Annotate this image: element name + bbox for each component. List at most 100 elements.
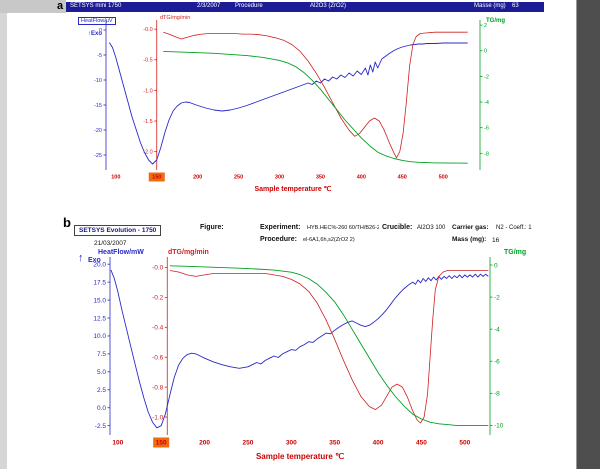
tg-tick-label: 0 xyxy=(484,49,487,55)
dtg-tick-label: -1.0 xyxy=(152,414,164,421)
experiment-value: HYB.HEC%-260 60/TH/B26-2%oliHyB1B26% xyxy=(307,225,379,231)
series-dtg-b xyxy=(169,270,489,424)
chart-a-exo-label: ↑Exo xyxy=(88,31,102,37)
x-tick-label: 500 xyxy=(439,175,448,181)
chart-a-heatflow-axis-label: HeatFlow/µV xyxy=(78,17,116,25)
carrier-gas-value: N2 - Coeff.: 1 xyxy=(496,225,532,231)
crucible-label: Crucible: xyxy=(382,224,413,231)
heatflow-tick-label: 0.0 xyxy=(97,405,106,412)
panel-a-label: a xyxy=(57,0,64,12)
x-tick-label: 200 xyxy=(199,440,210,447)
chart-a-plot: 0 -5 -10 -15 -20 -25 -0.0 -0.5 -1.0 -1.5 -2.0 2 0 -2 -… xyxy=(94,20,489,182)
exo-text: Exo xyxy=(91,31,103,37)
chart-a-procedure: Procedure xyxy=(235,3,263,9)
x-tick-label: 150 xyxy=(152,175,161,181)
dtg-tick-label: -0.6 xyxy=(152,354,164,361)
procedure-value: el-6A1,6h,s2(ZrO2 2) xyxy=(303,237,355,243)
chart-a-date: 2/3/2007 xyxy=(197,3,221,9)
x-tick-highlight xyxy=(148,172,165,182)
tg-tick-label: -2 xyxy=(494,294,500,301)
x-tick-label: 300 xyxy=(275,175,284,181)
series-dtg-a xyxy=(163,31,468,159)
heatflow-tick-label: -20 xyxy=(94,128,102,134)
figure-label: Figure: xyxy=(200,224,224,231)
heatflow-tick-label: 17.5 xyxy=(93,279,106,286)
chart-a-tg-axis-label: TG/mg xyxy=(486,18,505,24)
x-tick-label: 400 xyxy=(373,440,384,447)
heatflow-tick-label: -15 xyxy=(94,103,102,109)
x-tick-label: 250 xyxy=(243,440,254,447)
x-tick-label: 200 xyxy=(193,175,202,181)
x-tick-label: 400 xyxy=(357,175,366,181)
heatflow-tick-label: -2.5 xyxy=(95,423,107,430)
heatflow-tick-label: -10 xyxy=(94,78,102,84)
procedure-label: Procedure: xyxy=(260,236,297,243)
x-tick-label: 100 xyxy=(112,440,123,447)
chart-a-x-axis-title: Sample temperature ℃ xyxy=(254,186,332,193)
x-tick-label: 350 xyxy=(329,440,340,447)
thermal-chart-b: SETSYS Evolution - 1750 21/03/2007 Figur… xyxy=(58,213,548,469)
x-tick-label: 300 xyxy=(286,440,297,447)
tg-tick-label: 0 xyxy=(494,262,498,269)
chart-b-exo-label: Exo xyxy=(88,257,101,264)
tg-tick-label: 2 xyxy=(484,23,487,29)
chart-a-mass-label: Masse (mg) xyxy=(474,3,506,9)
series-heatflow-a xyxy=(108,42,468,165)
chart-b-plot: 20.0 17.5 15.0 12.5 10.0 7.5 5.0 2.5 0.0 -2.5 -0.0… xyxy=(93,257,504,448)
tg-tick-label: -2 xyxy=(484,74,489,80)
tg-tick-label: -10 xyxy=(494,423,504,430)
chart-b-dtg-axis-label: dTG/mg/min xyxy=(168,249,209,256)
page-top-margin xyxy=(0,0,66,13)
series-tg-b xyxy=(169,265,489,426)
chart-a-mass-value: 63 xyxy=(512,3,519,9)
series-heatflow-b xyxy=(110,269,489,429)
instrument-name-box: SETSYS Evolution - 1750 xyxy=(74,225,162,236)
crucible-value: Al2O3 100 xyxy=(417,225,446,231)
heatflow-tick-label: 5.0 xyxy=(97,369,106,376)
exo-arrow-icon: ↑ xyxy=(78,252,84,264)
dtg-tick-label: -0.4 xyxy=(152,325,164,332)
heatflow-tick-label: 15.0 xyxy=(93,297,106,304)
instrument-name: SETSYS Evolution - 1750 xyxy=(79,227,157,234)
chart-a-dtg-axis-label: dTG/mg/min xyxy=(160,15,191,21)
dtg-tick-label: -0.8 xyxy=(152,384,164,391)
dtg-tick-label: -0.0 xyxy=(143,27,152,33)
heatflow-tick-label: 20.0 xyxy=(93,261,106,268)
x-tick-label: 150 xyxy=(156,440,167,447)
mass-label: Mass (mg): xyxy=(452,236,487,243)
mass-value: 16 xyxy=(492,237,500,244)
series-tg-a xyxy=(163,50,468,164)
chart-a-instrument: SETSYS mini 1750 xyxy=(70,3,122,9)
dtg-tick-label: -2.0 xyxy=(143,150,152,156)
chart-b-heatflow-axis-label: HeatFlow/mW xyxy=(98,249,144,256)
x-tick-label: 450 xyxy=(416,440,427,447)
heatflow-tick-label: -5 xyxy=(97,53,102,59)
chart-b-x-axis-title: Sample temperature ℃ xyxy=(255,452,345,461)
panel-b-label: b xyxy=(63,215,71,230)
heatflow-tick-label: 7.5 xyxy=(97,351,106,358)
window-dark-strip xyxy=(576,0,600,469)
dtg-tick-label: -0.5 xyxy=(143,58,152,64)
exo-arrow-icon: ↑ xyxy=(88,31,91,37)
x-tick-label: 350 xyxy=(316,175,325,181)
tg-tick-label: -4 xyxy=(494,326,500,333)
tg-tick-label: -8 xyxy=(494,391,500,398)
x-tick-label: 450 xyxy=(398,175,407,181)
heatflow-tick-label: 10.0 xyxy=(93,333,106,340)
page-left-margin xyxy=(0,0,7,469)
tg-tick-label: -4 xyxy=(484,100,489,106)
x-tick-label: 100 xyxy=(111,175,120,181)
heatflow-tick-label: -25 xyxy=(94,153,102,159)
tg-tick-label: -8 xyxy=(484,151,489,157)
heatflow-tick-label: 12.5 xyxy=(93,315,106,322)
tg-tick-label: -6 xyxy=(484,126,489,132)
heatflow-tick-label: 0 xyxy=(99,28,102,34)
dtg-tick-label: -1.0 xyxy=(143,88,152,94)
thermal-chart-a: SETSYS mini 1750 2/3/2007 Procedure Al2O… xyxy=(66,0,544,204)
chart-b-tg-axis-label: TG/mg xyxy=(504,249,527,256)
experiment-label: Experiment: xyxy=(260,224,301,231)
tg-tick-label: -6 xyxy=(494,359,500,366)
dtg-tick-label: -0.0 xyxy=(152,265,164,272)
dtg-tick-label: -0.2 xyxy=(152,295,164,302)
